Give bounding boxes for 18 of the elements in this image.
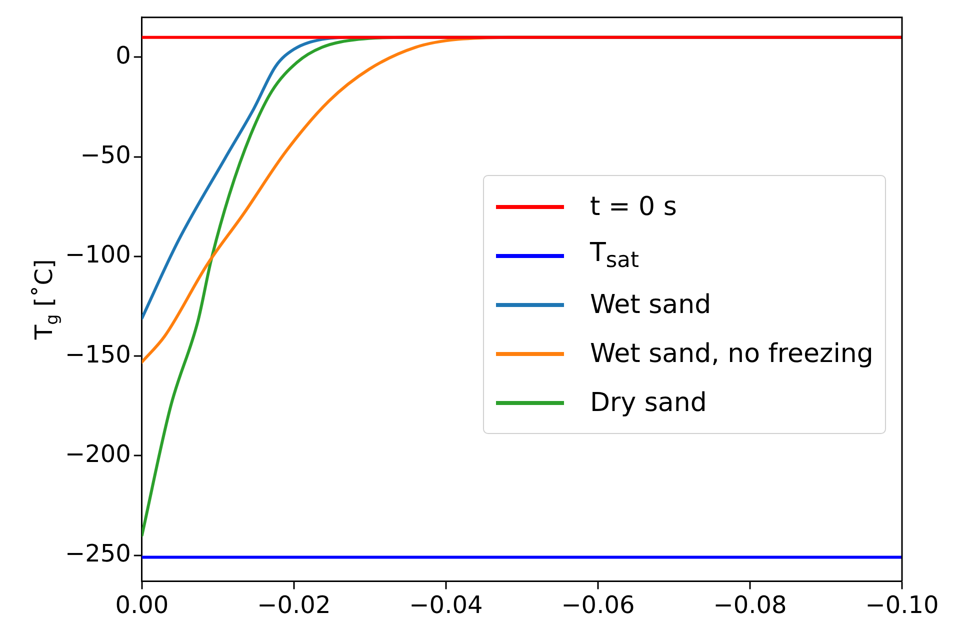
x-tick-label: −0.08 — [713, 590, 787, 619]
legend-label: Wet sand — [590, 290, 712, 320]
legend-label: Dry sand — [590, 388, 707, 418]
x-tick-label: −0.04 — [409, 590, 483, 619]
y-tick-label: −200 — [64, 440, 131, 468]
x-tick-label: −0.06 — [561, 590, 635, 619]
x-tick-label: −0.10 — [865, 590, 939, 619]
y-tick-label: 0 — [116, 41, 131, 70]
legend-label: Wet sand, no freezing — [590, 338, 874, 369]
y-tick-label: −250 — [64, 540, 131, 568]
y-tick-label: −100 — [64, 240, 131, 269]
x-tick-label: −0.02 — [257, 590, 331, 619]
x-tick-label: 0.00 — [115, 590, 169, 619]
y-axis-title: Tg [˚C] — [30, 259, 62, 341]
y-tick-label: −50 — [80, 141, 131, 170]
y-tick-label: −150 — [64, 340, 131, 368]
legend-label: T$_{sat}$ — [590, 238, 639, 274]
legend-label: t = 0 s — [590, 192, 677, 222]
